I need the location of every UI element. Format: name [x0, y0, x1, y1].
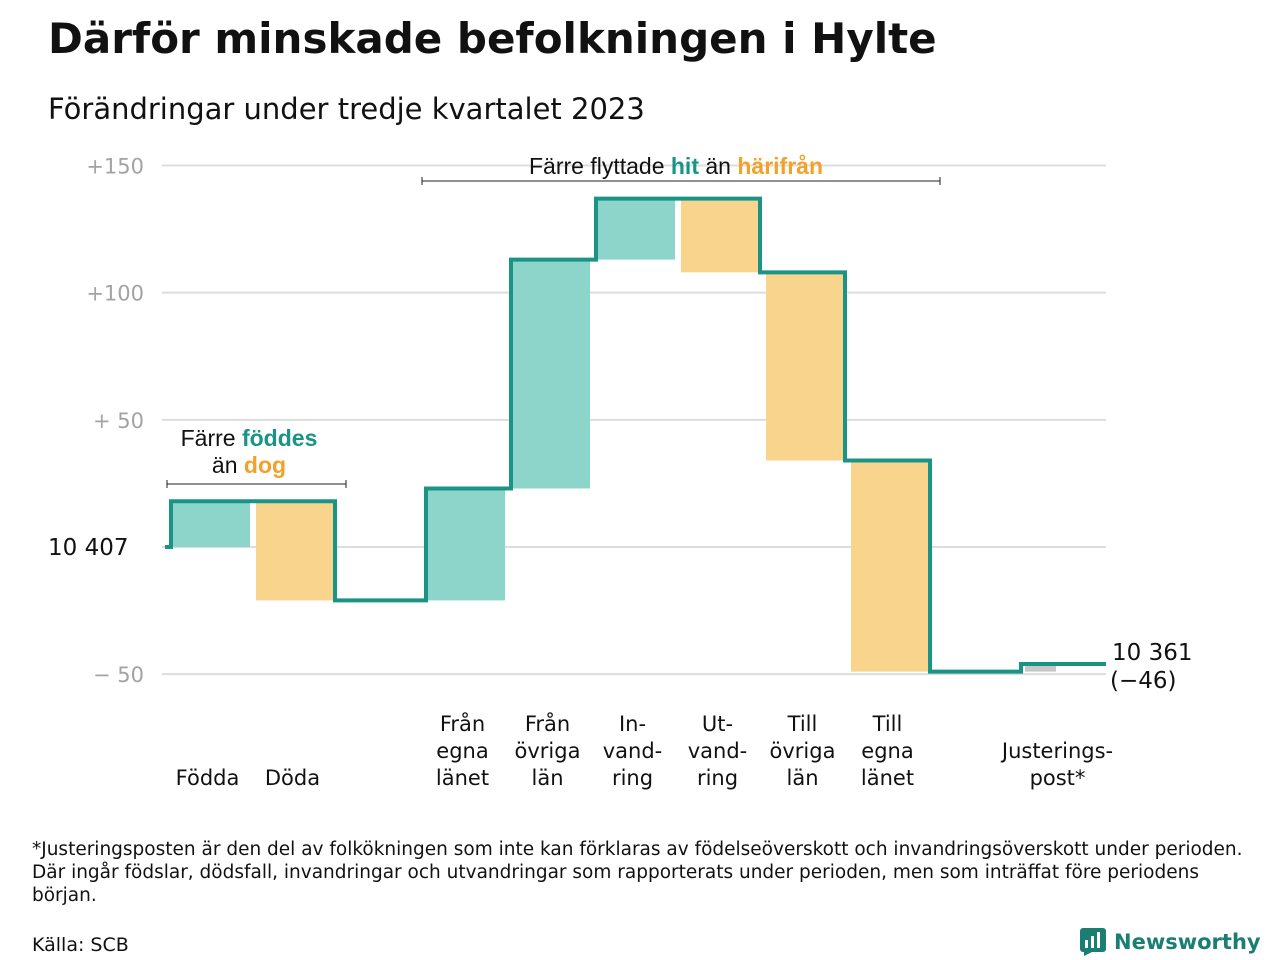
end-change-label: (−46): [1110, 668, 1176, 694]
chart-title: Därför minskade befolkningen i Hylte: [48, 14, 937, 63]
category-label: egna: [861, 739, 913, 763]
step-line: [165, 196, 1106, 674]
bar: [851, 460, 930, 672]
category-label: Till: [787, 712, 818, 736]
annotation-segment: härifrån: [737, 153, 823, 179]
category-label: övriga: [770, 739, 836, 763]
source-note: Källa: SCB: [32, 934, 129, 956]
annotation-segment: dog: [244, 452, 286, 478]
bar: [171, 501, 250, 547]
category-label: Justerings-: [1000, 739, 1113, 763]
category-label: egna: [436, 739, 488, 763]
annotation-segment: föddes: [242, 425, 317, 451]
category-label: Födda: [176, 766, 240, 790]
brand-name: Newsworthy: [1114, 930, 1261, 954]
y-axis: +150 +100 + 50 − 50 10 407: [48, 155, 144, 688]
category-label: ring: [612, 766, 653, 790]
annotation-segment: än: [699, 153, 737, 179]
end-labels: 10 361(−46): [1110, 640, 1192, 694]
step-line-path: [165, 196, 1106, 674]
start-value-label: 10 407: [48, 535, 128, 561]
chart-subtitle: Förändringar under tredje kvartalet 2023: [48, 92, 645, 126]
category-label: Till: [872, 712, 903, 736]
category-labels: Födda Döda Från egna länet Från övriga län In-va…: [176, 711, 1113, 790]
category-label: post*: [1030, 766, 1086, 790]
category-label: län: [786, 766, 818, 790]
category-label: In-: [619, 712, 646, 736]
bar: [681, 198, 760, 273]
end-value-label: 10 361: [1112, 640, 1192, 666]
bars: [171, 198, 1056, 672]
category-label: vand-: [603, 739, 663, 763]
bar: [1025, 663, 1056, 672]
bar-chart-logo-icon: [1080, 928, 1106, 956]
bar: [596, 198, 675, 260]
category-label: Från: [525, 711, 570, 736]
annotation-segment: hit: [671, 153, 699, 179]
annotation-text: än dog: [212, 452, 286, 478]
waterfall-chart: +150 +100 + 50 − 50 10 407 Födda Döda Från egna…: [48, 153, 1192, 790]
annotation-segment: Färre flyttade: [529, 153, 671, 179]
category-label: länet: [436, 766, 489, 790]
category-label: vand-: [688, 739, 748, 763]
bar: [256, 501, 335, 601]
category-label: Ut-: [702, 712, 733, 736]
category-label: Från: [440, 711, 485, 736]
bar: [426, 488, 505, 601]
category-label: Döda: [265, 766, 320, 790]
category-label: övriga: [515, 739, 581, 763]
bar: [511, 259, 590, 489]
annotation-segment: Färre: [181, 425, 242, 451]
brand-logo: Newsworthy: [1080, 928, 1261, 956]
category-label: län: [531, 766, 563, 790]
footnote: *Justeringsposten är den del av folkökni…: [32, 839, 1243, 906]
category-label: ring: [697, 766, 738, 790]
annotation-segment: än: [212, 452, 244, 478]
y-tick-label: +150: [86, 155, 144, 179]
annotation-text: Färre föddes: [181, 425, 318, 451]
annotation-text: Färre flyttade hit än härifrån: [529, 153, 823, 179]
y-tick-label: − 50: [93, 663, 144, 687]
y-tick-label: +100: [86, 282, 144, 306]
bar: [766, 272, 845, 461]
y-tick-label: + 50: [93, 409, 144, 433]
category-label: länet: [861, 766, 914, 790]
